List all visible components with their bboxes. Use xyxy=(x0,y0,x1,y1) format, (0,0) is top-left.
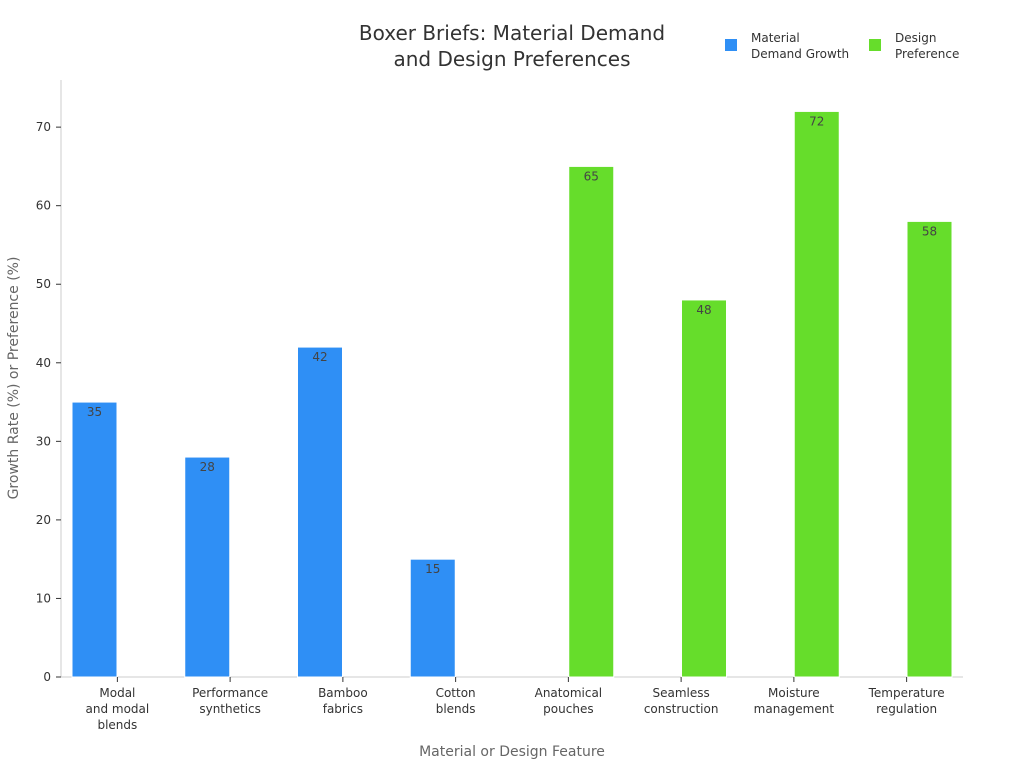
y-tick-label: 0 xyxy=(43,670,51,684)
x-tick-label: Cotton blends xyxy=(436,686,476,716)
x-tick-label-line: Temperature xyxy=(868,686,945,700)
bar-value-label: 35 xyxy=(87,405,102,419)
x-tick-label-line: management xyxy=(754,702,835,716)
chart-title-line: Boxer Briefs: Material Demand xyxy=(359,21,665,45)
bar-value-label: 28 xyxy=(200,460,215,474)
bar-value-label: 42 xyxy=(312,350,327,364)
x-tick-label: Temperature regulation xyxy=(868,686,945,716)
bar-material-demand xyxy=(71,401,118,678)
bar-value-label: 58 xyxy=(922,224,937,238)
bar-value-label: 15 xyxy=(425,562,440,576)
x-tick-label-line: Bamboo xyxy=(318,686,368,700)
legend-label: Material xyxy=(751,31,800,45)
legend-swatch xyxy=(725,39,737,51)
y-axis-title: Growth Rate (%) or Preference (%) xyxy=(6,257,22,500)
y-tick-label: 40 xyxy=(36,356,51,370)
bar-value-label: 72 xyxy=(809,114,824,128)
y-tick-label: 70 xyxy=(36,120,51,134)
x-tick-label: Bamboo fabrics xyxy=(318,686,368,716)
y-tick-label: 50 xyxy=(36,277,51,291)
x-tick-label: Seamless construction xyxy=(644,686,719,716)
bar-design-preference xyxy=(681,299,727,678)
legend-label: Preference xyxy=(895,47,959,61)
y-tick-label: 10 xyxy=(36,591,51,605)
x-tick-label-line: and modal xyxy=(86,702,150,716)
x-tick-label-line: fabrics xyxy=(323,702,363,716)
bar-material-demand xyxy=(184,456,231,678)
x-tick-label-line: blends xyxy=(436,702,476,716)
x-tick-label-line: blends xyxy=(97,718,137,732)
bar-design-preference xyxy=(906,220,953,678)
x-tick-label-line: Seamless xyxy=(652,686,709,700)
x-tick-label-line: construction xyxy=(644,702,719,716)
legend-item[interactable]: Material Demand Growth xyxy=(725,31,849,61)
y-tick-label: 60 xyxy=(36,199,51,213)
x-tick-label-line: Modal xyxy=(99,686,135,700)
legend-swatch xyxy=(869,39,881,51)
x-tick-label-line: Moisture xyxy=(768,686,820,700)
x-tick-label-line: Performance xyxy=(192,686,268,700)
x-tick-label-line: pouches xyxy=(543,702,593,716)
x-tick-label: Moisture management xyxy=(754,686,835,716)
legend: Material Demand Growth Design Preference xyxy=(725,31,959,61)
y-tick-label: 30 xyxy=(36,434,51,448)
legend-label: Demand Growth xyxy=(751,47,849,61)
x-tick-label-line: Cotton xyxy=(436,686,476,700)
y-tick-label: 20 xyxy=(36,513,51,527)
x-tick-label: Modal and modal blends xyxy=(86,686,150,732)
x-tick-label-line: synthetics xyxy=(199,702,261,716)
x-tick-label-line: regulation xyxy=(876,702,937,716)
x-tick-label: Performance synthetics xyxy=(192,686,268,716)
bar-value-label: 48 xyxy=(696,303,711,317)
bar-material-demand xyxy=(409,558,456,678)
x-tick-label-line: Anatomical xyxy=(535,686,603,700)
bar-design-preference xyxy=(793,110,840,678)
bar-material-demand xyxy=(297,346,343,678)
bar-design-preference xyxy=(568,165,615,678)
legend-item[interactable]: Design Preference xyxy=(869,31,959,61)
x-axis-title: Material or Design Feature xyxy=(419,744,605,760)
bar-value-label: 65 xyxy=(584,169,599,183)
legend-label: Design xyxy=(895,31,936,45)
chart-title-line: and Design Preferences xyxy=(393,47,630,71)
x-tick-label: Anatomical pouches xyxy=(535,686,603,716)
